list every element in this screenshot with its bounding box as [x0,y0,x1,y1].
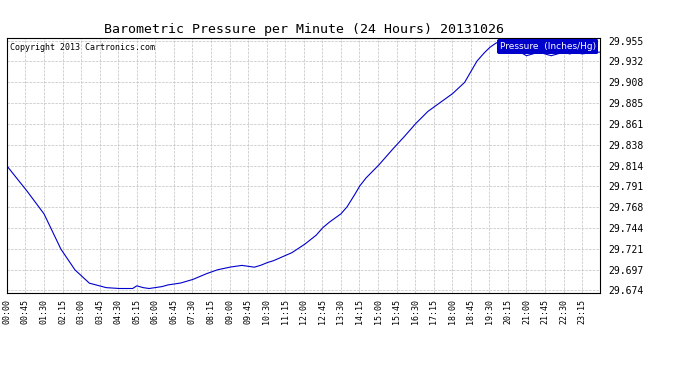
Legend: Pressure  (Inches/Hg): Pressure (Inches/Hg) [497,39,598,54]
Pressure  (Inches/Hg) [201,272,210,276]
Pressure  (Inches/Hg) [114,286,122,291]
Pressure  (Inches/Hg) [121,286,129,291]
Pressure  (Inches/Hg) [526,52,535,57]
Pressure  (Inches/Hg) [596,50,604,54]
Pressure  (Inches/Hg) [135,284,144,289]
Pressure  (Inches/Hg) [3,164,11,168]
Pressure  (Inches/Hg) [497,38,506,43]
Pressure  (Inches/Hg) [474,58,482,62]
Text: Copyright 2013 Cartronics.com: Copyright 2013 Cartronics.com [10,43,155,52]
Title: Barometric Pressure per Minute (24 Hours) 20131026: Barometric Pressure per Minute (24 Hours… [104,23,504,36]
Pressure  (Inches/Hg) [396,139,404,143]
Line: Pressure  (Inches/Hg): Pressure (Inches/Hg) [7,40,600,288]
